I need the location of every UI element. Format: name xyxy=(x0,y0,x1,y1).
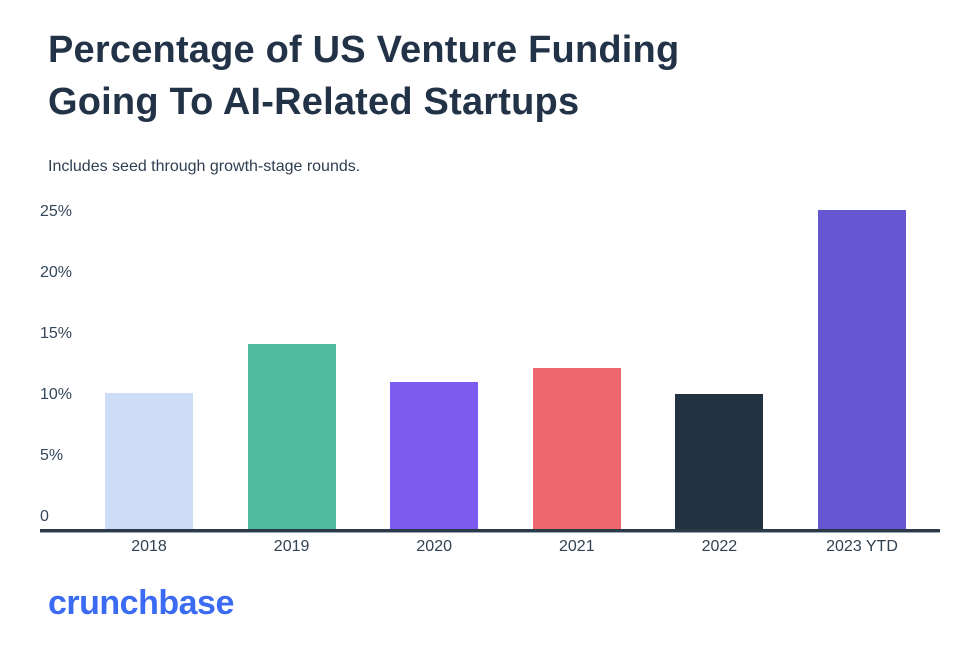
y-axis-tick-label: 10% xyxy=(40,386,73,403)
chart-subtitle: Includes seed through growth-stage round… xyxy=(48,158,361,175)
x-axis-line xyxy=(40,529,940,533)
x-axis-tick-label: 2019 xyxy=(273,538,310,555)
bar-chart: 0 5% 10% 15% 20% 25% 2018 2019 2020 2021 2022 2023 … xyxy=(40,195,945,575)
x-axis-tick-label: 2020 xyxy=(416,538,452,555)
bar-2019 xyxy=(247,343,336,529)
bar-2021 xyxy=(532,368,621,529)
y-axis-tick-label: 0 xyxy=(40,508,49,525)
bar-2018 xyxy=(105,392,193,529)
x-axis-tick-label: 2018 xyxy=(131,538,167,555)
bar-2022 xyxy=(675,393,764,529)
y-axis-tick-label: 20% xyxy=(40,264,73,281)
bar-2023-ytd xyxy=(818,209,906,529)
x-axis-tick-label: 2021 xyxy=(559,538,595,555)
page-title-line-2: Going To AI-Related Startups xyxy=(48,81,580,123)
y-axis-tick-label: 25% xyxy=(40,203,73,220)
page-title-line-1: Percentage of US Venture Funding xyxy=(48,29,680,71)
page-title: Percentage of US Venture Funding Going T… xyxy=(48,24,828,128)
x-axis-tick-label: 2023 YTD xyxy=(826,538,898,555)
x-axis-tick-label: 2022 xyxy=(701,538,738,555)
y-axis-tick-label: 5% xyxy=(40,447,64,464)
crunchbase-logo: crunchbase xyxy=(48,584,234,622)
bar-2020 xyxy=(390,381,479,529)
y-axis-tick-label: 15% xyxy=(40,325,73,342)
